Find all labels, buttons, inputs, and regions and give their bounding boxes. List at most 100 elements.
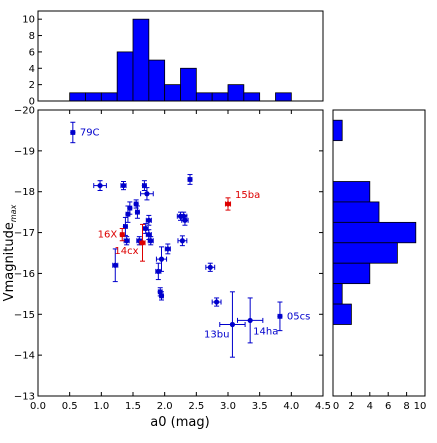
right-histogram-x-ticks: 0 2 4 6 8 10: [332, 392, 427, 412]
scatter-point: [181, 214, 189, 226]
right-histogram-x-tick-label: 2: [348, 401, 354, 412]
y-axis-label: Vmagnitudemax: [2, 204, 18, 301]
y-tick-label: −17: [14, 228, 35, 239]
scatter-point: [120, 181, 127, 191]
top-histogram-bar: [275, 92, 292, 102]
scatter-point: [177, 235, 188, 247]
scatter-point: [145, 214, 152, 226]
y-tick-label: −19: [14, 146, 35, 157]
x-tick-label: 2.5: [188, 401, 204, 412]
right-histogram-x-tick-label: 10: [414, 401, 427, 412]
scatter-point: [140, 187, 154, 201]
point-marker: [127, 205, 133, 211]
scatter-point: [158, 291, 165, 301]
point-label: 16X: [98, 230, 118, 241]
point-marker: [165, 246, 171, 252]
x-tick-label: 4.0: [283, 401, 299, 412]
x-tick-label: 0.0: [30, 401, 46, 412]
point-marker: [277, 313, 283, 319]
point-marker: [124, 238, 130, 244]
top-histogram-bar: [85, 92, 102, 102]
point-marker: [229, 321, 236, 328]
right-histogram-frame: [332, 109, 426, 397]
top-histogram-y-tick-label: 8: [29, 31, 35, 42]
right-histogram-x-tick-label: 6: [385, 401, 391, 412]
point-marker: [146, 217, 152, 223]
y-tick-label: −20: [14, 106, 35, 117]
scatter-point: [187, 174, 193, 185]
point-marker: [134, 209, 141, 215]
scatter-point: [123, 236, 130, 246]
y-axis-label-main: Vmagnitude: [2, 222, 17, 301]
y-tick-label: −16: [14, 269, 35, 280]
point-marker: [187, 176, 193, 183]
point-marker: [158, 293, 165, 299]
scatter-point: [134, 205, 141, 219]
point-marker: [139, 240, 146, 246]
scatter-point: [224, 197, 232, 211]
scatter-point: [70, 121, 76, 144]
scatter-point: [122, 216, 128, 236]
right-histogram-bar: [332, 181, 371, 203]
x-tick-label: 4.5: [315, 401, 331, 412]
point-labels: 79C 13bu 14ha 05cs 16X 14cx 15ba: [80, 127, 311, 340]
scatter-point: [164, 243, 171, 255]
point-label: 15ba: [235, 190, 260, 201]
top-histogram-bar: [243, 92, 261, 102]
scatter-point: [147, 236, 154, 246]
top-histogram-y-tick-label: 2: [29, 80, 35, 91]
top-histogram-bar: [164, 84, 181, 102]
point-label: 14ha: [253, 326, 278, 337]
scatter-point: [155, 246, 168, 272]
right-histogram-x-tick-label: 8: [403, 401, 409, 412]
main-scatter-frame: [37, 109, 324, 397]
point-marker: [112, 262, 118, 268]
point-marker: [225, 201, 231, 207]
point-marker: [158, 256, 165, 262]
point-marker: [214, 299, 220, 305]
x-axis-ticks: 0.0 0.5 1.0 1.5 2.0 2.5 3.0 3.5 4.0 4.5: [30, 110, 331, 412]
top-histogram-bar: [148, 59, 166, 102]
scatter-point: [205, 262, 216, 272]
x-tick-label: 0.5: [62, 401, 78, 412]
scatter-point: [93, 180, 107, 191]
y-tick-label: −18: [14, 187, 35, 198]
y-tick-label: −14: [14, 351, 35, 362]
point-marker: [247, 317, 253, 324]
point-marker: [146, 232, 152, 238]
top-histogram-y-tick-label: 6: [29, 47, 35, 58]
scatter-point: [119, 227, 125, 242]
top-histogram-bar: [211, 92, 229, 102]
point-marker: [70, 129, 76, 136]
top-histogram-bar: [116, 51, 134, 102]
right-histogram-bar: [332, 242, 398, 264]
top-histogram-bar: [195, 92, 213, 102]
point-label: 79C: [80, 127, 100, 138]
point-label: 14cx: [114, 246, 138, 257]
point-label: 13bu: [204, 330, 229, 341]
top-histogram-y-tick-label: 4: [29, 64, 35, 75]
scatter-point: [219, 291, 246, 358]
point-marker: [119, 232, 125, 238]
point-label: 05cs: [287, 311, 310, 322]
scatter-point: [211, 297, 222, 307]
point-marker: [143, 225, 149, 232]
top-histogram-bar: [180, 67, 197, 102]
point-marker: [122, 223, 128, 230]
point-marker: [141, 182, 147, 189]
scatter-point: [133, 199, 139, 209]
top-histogram: 0 2 4 6 8 10: [22, 10, 324, 108]
x-axis-label: a0 (mag): [150, 415, 209, 430]
point-marker: [144, 191, 150, 197]
x-tick-label: 3.0: [220, 401, 236, 412]
top-histogram-bar: [100, 92, 118, 102]
right-histogram-bar: [332, 283, 343, 305]
point-marker: [133, 201, 139, 207]
top-histogram-y-tick-label: 10: [22, 15, 35, 26]
main-scatter: 79C 13bu 14ha 05cs 16X 14cx 15ba 0.0 0.5 1.0 1.5 2…: [2, 106, 331, 431]
point-marker: [120, 182, 127, 189]
top-histogram-bar: [69, 92, 86, 102]
top-histogram-bar: [132, 18, 150, 102]
right-histogram-x-tick-label: 0: [333, 401, 339, 412]
scatter-point: [141, 180, 147, 191]
